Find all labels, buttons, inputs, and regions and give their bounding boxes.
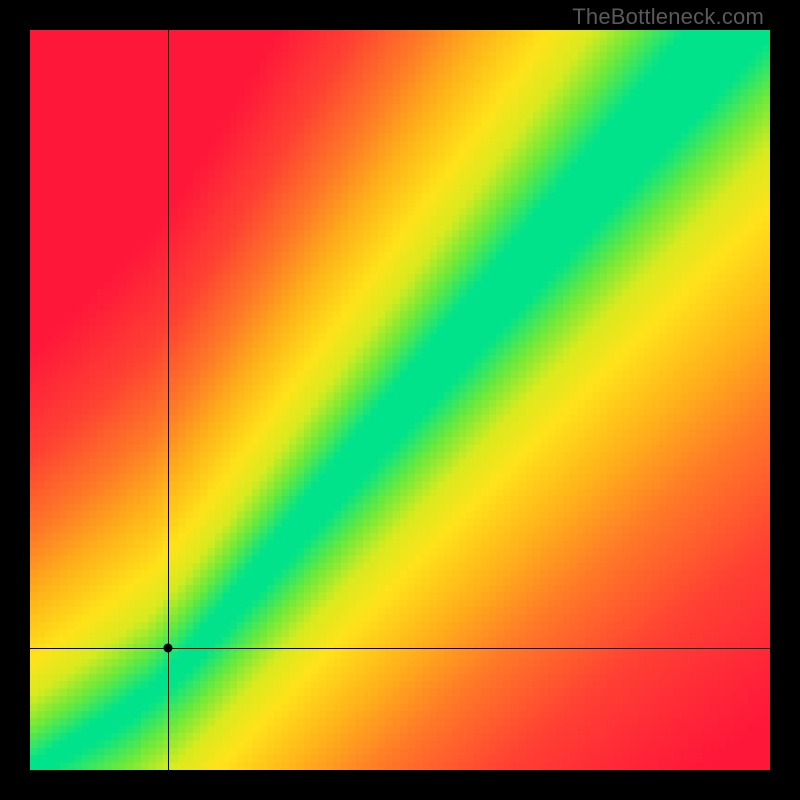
heatmap-canvas — [30, 30, 770, 770]
heatmap-plot — [30, 30, 770, 770]
crosshair-vertical — [168, 30, 169, 770]
watermark-text: TheBottleneck.com — [572, 4, 764, 30]
crosshair-horizontal — [30, 648, 770, 649]
chart-frame: TheBottleneck.com — [0, 0, 800, 800]
crosshair-marker — [164, 643, 173, 652]
